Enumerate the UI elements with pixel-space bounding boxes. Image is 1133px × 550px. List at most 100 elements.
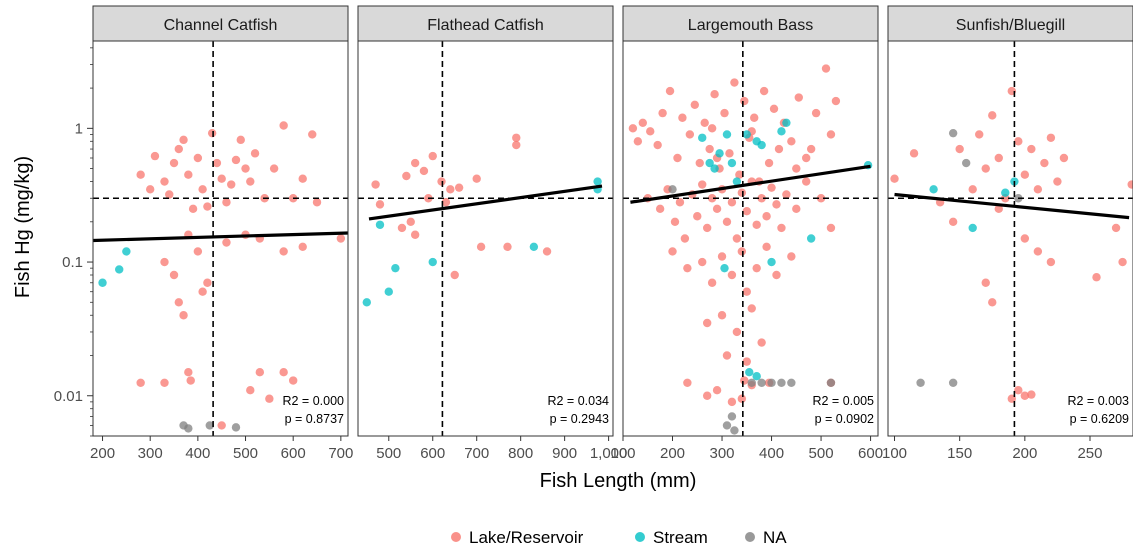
data-point [759,86,769,96]
x-tick-label: 400 [759,445,784,462]
data-point [542,247,552,256]
data-point [698,257,707,267]
data-point [757,378,766,387]
data-point [1053,177,1062,186]
data-point [787,378,796,387]
facet-strip-title: Largemouth Bass [688,17,813,34]
data-point [655,204,665,214]
data-point [705,144,714,154]
data-point [145,185,155,194]
data-point [1027,144,1036,154]
data-point [375,200,385,209]
x-tick-label: 200 [660,445,685,462]
data-point [198,287,207,296]
data-point [757,140,766,150]
data-point [764,158,774,168]
data-point [198,185,207,194]
data-point [246,386,255,395]
data-point [160,257,169,267]
data-point [777,378,786,387]
data-point [308,130,317,139]
data-point [994,204,1003,214]
data-point [437,177,446,186]
x-tick-label: 300 [710,445,735,462]
data-point [312,198,322,207]
data-point [767,378,776,387]
data-point [774,144,784,154]
data-point [792,204,801,214]
data-point [512,140,521,150]
data-point [707,194,717,203]
legend-swatch [635,532,645,542]
data-point [1033,247,1043,256]
data-point [673,153,682,163]
data-point [968,223,977,233]
data-point [188,204,198,214]
x-tick-label: 500 [809,445,834,462]
x-tick-label: 600 [858,445,883,462]
stats-annotation: R2 = 0.003 [1067,394,1129,408]
stats-annotation: p = 0.0902 [815,412,874,426]
regression-line [630,164,871,204]
data-point [179,135,188,145]
data-point [668,247,677,256]
stats-annotation: p = 0.2943 [550,412,609,426]
data-point [375,220,385,229]
data-point [1059,153,1069,163]
data-point [174,144,183,154]
data-point [476,242,486,252]
data-point [441,198,451,207]
x-tick-label: 500 [376,445,401,462]
data-point [752,220,761,229]
data-point [752,263,761,273]
data-point [212,158,222,168]
data-point [740,96,749,106]
legend: Lake/Reservoir Stream NA [451,528,787,547]
data-point [757,194,766,203]
data-point [653,140,662,150]
data-point [683,378,692,387]
data-point [772,200,781,209]
data-point [410,230,420,239]
data-point [752,372,761,381]
data-point [702,391,712,400]
data-point [362,298,371,307]
data-point [948,128,958,138]
data-point [227,180,236,189]
legend-item: Stream [635,528,708,547]
data-point [693,212,702,221]
data-point [710,164,719,173]
data-point [184,368,193,377]
data-point [179,311,188,320]
data-point [727,270,737,280]
data-point [787,252,796,261]
data-point [732,177,742,186]
data-point [628,124,638,133]
data-point [767,183,776,192]
data-point [712,204,722,214]
data-point [203,278,212,287]
x-tick-label: 600 [420,445,445,462]
x-tick-label: 100 [882,445,907,462]
data-point [685,130,695,139]
data-point [512,133,521,142]
data-point [698,180,707,189]
data-point [794,93,803,102]
data-point [203,202,212,211]
data-point [336,234,346,243]
data-point [298,242,307,252]
data-point [184,424,193,433]
data-point [1020,391,1030,400]
y-tick-label: 0.1 [62,254,83,271]
data-point [665,86,675,96]
data-point [428,257,437,267]
data-point [231,155,241,165]
data-point [707,124,717,133]
data-point [658,108,667,118]
panel-border [92,40,349,437]
data-point [961,158,971,168]
data-point [742,130,751,139]
data-point [288,376,298,385]
data-point [747,378,756,387]
facet-panel: Sunfish/Bluegill R2 = 0.003 p = 0.6209 100 1… [882,5,1133,462]
